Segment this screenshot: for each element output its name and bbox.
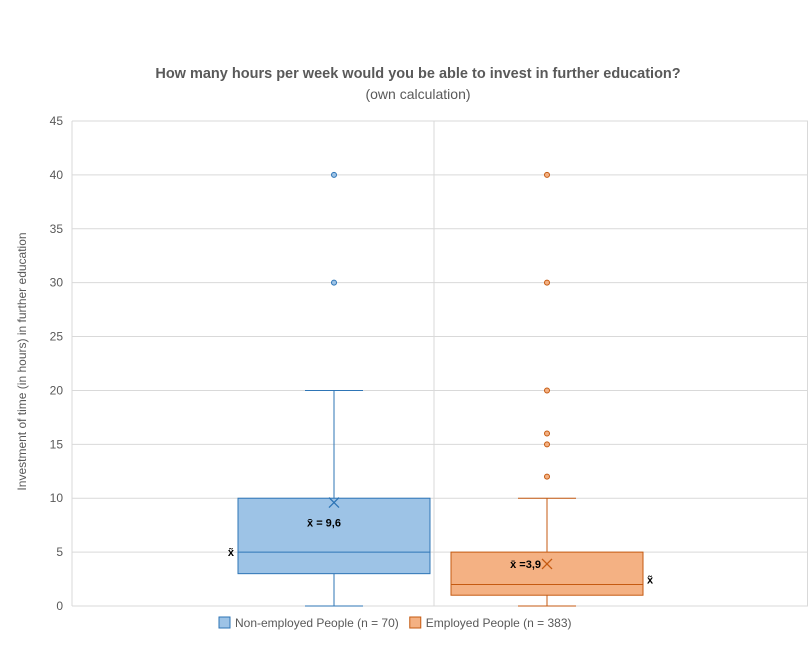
outlier-point bbox=[544, 441, 550, 448]
chart-frame: How many hours per week would you be abl… bbox=[10, 0, 808, 653]
legend-item-1: Non-employed People (n = 70) bbox=[218, 616, 399, 630]
gridlines bbox=[71, 120, 808, 607]
mean-marker bbox=[328, 497, 340, 508]
y-tick-label: 20 bbox=[50, 383, 64, 397]
y-tick-label: 45 bbox=[50, 114, 64, 128]
outlier-point bbox=[544, 430, 550, 437]
legend-swatch bbox=[218, 616, 231, 629]
outlier-point bbox=[544, 171, 550, 178]
y-tick-label: 5 bbox=[56, 545, 63, 559]
legend-label: Non-employed People (n = 70) bbox=[235, 616, 399, 630]
box-iqr bbox=[450, 551, 644, 596]
box-series-2: x̄ =3,9 x̃ bbox=[450, 171, 654, 607]
chart-title: How many hours per week would you be abl… bbox=[155, 66, 680, 82]
median-label: x̃ bbox=[647, 574, 654, 586]
y-tick-label: 40 bbox=[50, 168, 64, 182]
legend-label: Employed People (n = 383) bbox=[426, 616, 572, 630]
mean-marker bbox=[541, 558, 553, 570]
mean-label: x̄ = 9,6 bbox=[307, 518, 341, 530]
y-tick-label: 35 bbox=[50, 222, 64, 236]
y-tick-label: 15 bbox=[50, 437, 64, 451]
boxplot-chart: How many hours per week would you be abl… bbox=[15, 66, 808, 630]
y-tick-label: 0 bbox=[56, 599, 63, 613]
median-label: x̃ bbox=[228, 547, 235, 559]
y-axis-label: Investment of time (in hours) in further… bbox=[15, 232, 29, 490]
y-tick-label: 25 bbox=[50, 330, 64, 344]
legend-swatch bbox=[409, 616, 422, 629]
y-tick-labels: 0 5 10 15 20 25 30 35 40 45 bbox=[50, 114, 64, 613]
outlier-point bbox=[331, 171, 337, 178]
y-tick-label: 30 bbox=[50, 276, 64, 290]
legend-item-2: Employed People (n = 383) bbox=[409, 616, 572, 630]
box-iqr bbox=[237, 497, 431, 575]
mean-label: x̄ =3,9 bbox=[510, 559, 541, 571]
chart-subtitle: (own calculation) bbox=[365, 86, 470, 102]
outlier-point bbox=[331, 279, 337, 286]
outlier-point bbox=[544, 387, 550, 394]
outlier-point bbox=[544, 279, 550, 286]
box-series: x̄ = 9,6 x̃ x̄ =3,9 x̃ bbox=[228, 171, 654, 607]
legend: Non-employed People (n = 70) Employed Peo… bbox=[218, 616, 572, 630]
box-series-1: x̄ = 9,6 x̃ bbox=[228, 171, 431, 607]
outlier-point bbox=[544, 473, 550, 480]
y-tick-label: 10 bbox=[50, 491, 64, 505]
